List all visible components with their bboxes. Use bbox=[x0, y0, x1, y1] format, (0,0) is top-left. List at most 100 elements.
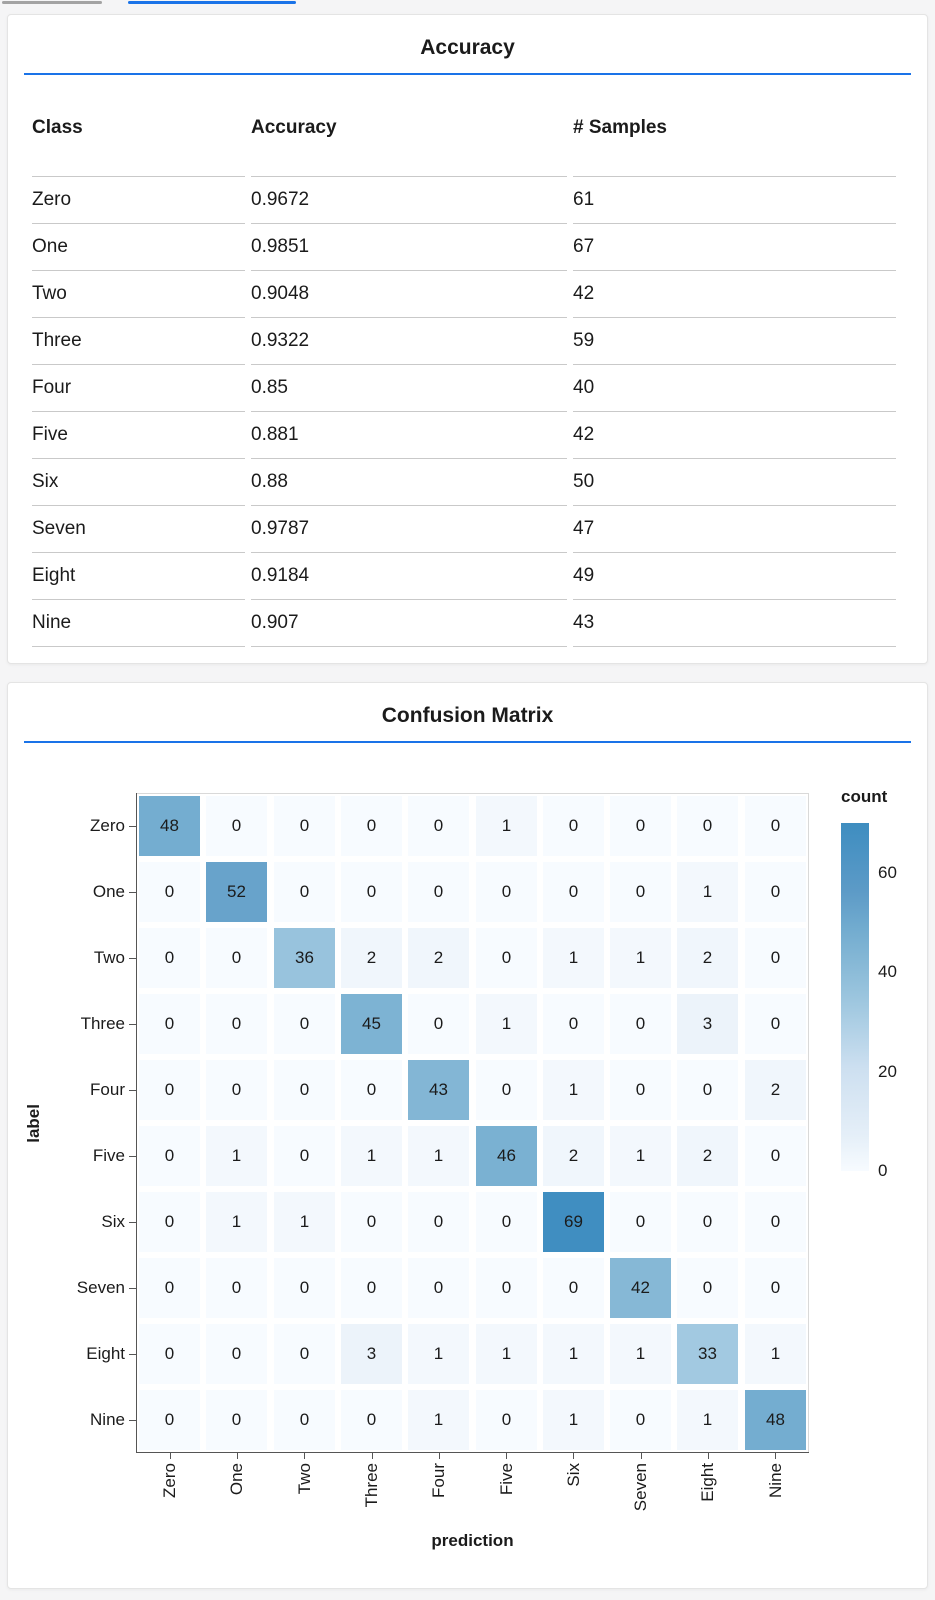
class-cell: One bbox=[32, 223, 245, 270]
heatmap-cell: 0 bbox=[476, 1258, 537, 1318]
heatmap-cell: 0 bbox=[408, 796, 469, 856]
column-header: Accuracy bbox=[251, 117, 337, 138]
heatmap-cell: 2 bbox=[408, 928, 469, 988]
heatmap-cell: 0 bbox=[610, 862, 671, 922]
class-cell: Four bbox=[32, 364, 245, 411]
samples-cell: 61 bbox=[573, 176, 896, 223]
heatmap-cell: 0 bbox=[139, 1192, 200, 1252]
legend-tick-label: 60 bbox=[878, 863, 897, 882]
class-cell: Nine bbox=[32, 599, 245, 646]
heatmap-cell: 1 bbox=[206, 1126, 267, 1186]
accuracy-table: Class Accuracy # Samples Zero 0.9672 61 One 0.9… bbox=[32, 111, 896, 647]
x-axis-tick bbox=[775, 1453, 776, 1459]
x-axis-tick-label: Six bbox=[540, 1463, 607, 1487]
heatmap-cell: 1 bbox=[476, 1324, 537, 1384]
heatmap-cell: 0 bbox=[206, 1060, 267, 1120]
table-bottom-border bbox=[251, 646, 567, 647]
heatmap-cell: 0 bbox=[476, 1192, 537, 1252]
x-axis-tick-label: Seven bbox=[607, 1463, 674, 1511]
y-axis-tick-label: Six bbox=[101, 1212, 125, 1231]
y-axis-tick-label: Nine bbox=[90, 1410, 125, 1429]
samples-cell: 59 bbox=[573, 317, 896, 364]
heatmap-cell: 0 bbox=[745, 928, 806, 988]
heatmap-cell: 0 bbox=[745, 796, 806, 856]
heatmap-cell: 48 bbox=[139, 796, 200, 856]
heatmap-cell: 0 bbox=[139, 1126, 200, 1186]
heatmap-cell: 1 bbox=[274, 1192, 335, 1252]
x-axis-tick-label: Zero bbox=[136, 1463, 203, 1498]
heatmap-cell: 2 bbox=[677, 928, 738, 988]
heatmap-cell: 33 bbox=[677, 1324, 738, 1384]
heatmap-cell: 1 bbox=[206, 1192, 267, 1252]
samples-cell: 42 bbox=[573, 270, 896, 317]
heatmap-cell: 3 bbox=[341, 1324, 402, 1384]
x-axis-tick-label-text: One bbox=[227, 1463, 246, 1496]
heatmap-cell: 0 bbox=[677, 796, 738, 856]
y-axis-tick bbox=[129, 1024, 136, 1025]
y-axis-tick-label: Two bbox=[93, 948, 125, 967]
heatmap-cell: 69 bbox=[543, 1192, 604, 1252]
accuracy-cell: 0.9048 bbox=[251, 270, 567, 317]
class-cell: Two bbox=[32, 270, 245, 317]
x-axis-title: prediction bbox=[431, 1531, 514, 1550]
heatmap-cell: 0 bbox=[745, 1126, 806, 1186]
x-axis-tick-label: Two bbox=[271, 1463, 338, 1494]
accuracy-cell: 0.9322 bbox=[251, 317, 567, 364]
table-bottom-border bbox=[32, 646, 245, 647]
x-axis-tick-label-text: Four bbox=[429, 1463, 448, 1498]
heatmap-cell: 0 bbox=[745, 1258, 806, 1318]
heatmap-cell: 2 bbox=[677, 1126, 738, 1186]
plot-border-right bbox=[808, 793, 809, 1453]
heatmap-cell: 0 bbox=[610, 994, 671, 1054]
heatmap-cell: 0 bbox=[543, 994, 604, 1054]
heatmap-cell: 0 bbox=[274, 862, 335, 922]
x-axis-tick-label: Four bbox=[405, 1463, 472, 1498]
heatmap-cell: 0 bbox=[610, 1192, 671, 1252]
legend-tick-label: 40 bbox=[878, 962, 897, 981]
legend-title: count bbox=[841, 787, 888, 806]
heatmap-cell: 0 bbox=[274, 994, 335, 1054]
x-axis-tick bbox=[170, 1453, 171, 1459]
heatmap-cell: 1 bbox=[610, 1324, 671, 1384]
x-axis-tick-label-text: Six bbox=[564, 1463, 583, 1487]
heatmap-cell: 0 bbox=[341, 1060, 402, 1120]
y-axis-tick bbox=[129, 826, 136, 827]
y-axis-tick bbox=[129, 1288, 136, 1289]
heatmap-cell: 0 bbox=[341, 796, 402, 856]
horizontal-scrollbar-thumb[interactable] bbox=[2, 1, 102, 4]
x-axis-tick-label-text: Seven bbox=[631, 1463, 650, 1512]
heatmap-cell: 1 bbox=[341, 1126, 402, 1186]
x-axis-tick-label: One bbox=[203, 1463, 270, 1495]
table-bottom-border bbox=[573, 646, 896, 647]
heatmap-cell: 52 bbox=[206, 862, 267, 922]
legend-tick-label: 0 bbox=[878, 1161, 888, 1180]
x-axis-tick-label-text: Eight bbox=[698, 1463, 717, 1502]
y-axis-tick bbox=[129, 958, 136, 959]
confusion-matrix-title: Confusion Matrix bbox=[381, 704, 554, 727]
heatmap-cell: 0 bbox=[139, 1060, 200, 1120]
heatmap-cell: 2 bbox=[745, 1060, 806, 1120]
heatmap-cell: 0 bbox=[745, 994, 806, 1054]
heatmap-cell: 0 bbox=[206, 1390, 267, 1450]
heatmap-cell: 0 bbox=[677, 1060, 738, 1120]
column-header: # Samples bbox=[573, 117, 667, 138]
x-axis-tick bbox=[372, 1453, 373, 1459]
heatmap-cell: 43 bbox=[408, 1060, 469, 1120]
accuracy-cell: 0.881 bbox=[251, 411, 567, 458]
heatmap-cell: 42 bbox=[610, 1258, 671, 1318]
heatmap-cell: 1 bbox=[543, 1324, 604, 1384]
heatmap-cell: 0 bbox=[408, 1258, 469, 1318]
accuracy-cell: 0.85 bbox=[251, 364, 567, 411]
heatmap-cell: 46 bbox=[476, 1126, 537, 1186]
class-cell: Zero bbox=[32, 176, 245, 223]
heatmap-cell: 0 bbox=[139, 1390, 200, 1450]
heatmap-cell: 0 bbox=[543, 862, 604, 922]
y-axis-tick-label: Three bbox=[80, 1014, 125, 1033]
heatmap-cell: 0 bbox=[610, 1390, 671, 1450]
heatmap-cell: 2 bbox=[341, 928, 402, 988]
heatmap-cell: 0 bbox=[745, 1192, 806, 1252]
confusion-heatmap: label Zero One Two Three Four Five Six Seven Eig… bbox=[8, 683, 927, 1588]
heatmap-cell: 0 bbox=[341, 1192, 402, 1252]
heatmap-cell: 0 bbox=[476, 862, 537, 922]
heatmap-cell: 1 bbox=[677, 1390, 738, 1450]
